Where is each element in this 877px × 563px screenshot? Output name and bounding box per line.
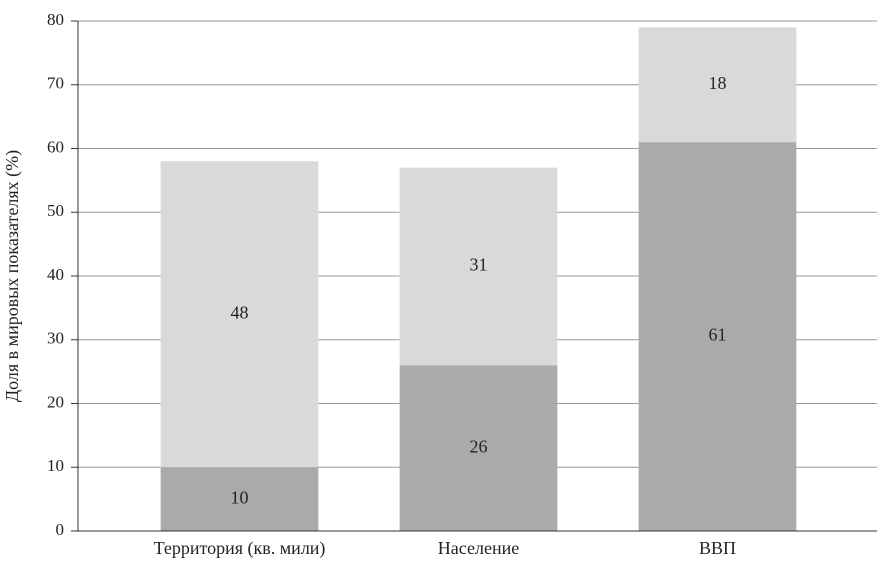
bar-segment bbox=[160, 467, 319, 531]
y-tick-label: 0 bbox=[56, 520, 65, 539]
y-tick-label: 70 bbox=[47, 74, 64, 93]
x-tick-label: Население bbox=[438, 538, 519, 558]
x-tick-label: ВВП bbox=[699, 538, 736, 558]
bar-segment bbox=[638, 27, 797, 143]
bar-segment bbox=[399, 365, 558, 531]
value-label: 31 bbox=[470, 255, 488, 275]
value-label: 10 bbox=[231, 487, 249, 507]
value-label: 61 bbox=[709, 325, 727, 345]
value-label: 18 bbox=[709, 73, 727, 93]
bar-segment bbox=[399, 167, 558, 366]
y-tick-label: 40 bbox=[47, 265, 64, 284]
y-tick-label: 20 bbox=[47, 392, 64, 411]
value-label: 26 bbox=[470, 436, 488, 456]
y-tick-label: 30 bbox=[47, 329, 64, 348]
y-tick-label: 50 bbox=[47, 201, 64, 220]
x-tick-label: Территория (кв. мили) bbox=[154, 538, 326, 559]
y-tick-label: 60 bbox=[47, 137, 64, 156]
y-tick-label: 10 bbox=[47, 456, 64, 475]
bar-segment bbox=[160, 161, 319, 468]
bar-segment bbox=[638, 142, 797, 531]
y-tick-label: 80 bbox=[47, 10, 64, 29]
y-axis-label: Доля в мировых показателях (%) bbox=[2, 150, 23, 402]
value-label: 48 bbox=[231, 302, 249, 322]
